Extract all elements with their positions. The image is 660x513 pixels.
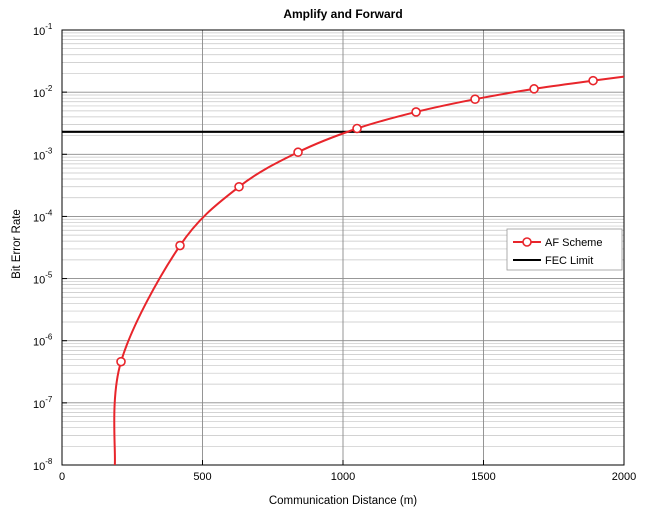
legend-marker-af-scheme — [522, 237, 532, 247]
grid — [61, 29, 625, 466]
x-tick-label: 0 — [59, 471, 65, 483]
y-tick-label: 10-8 — [33, 457, 53, 473]
af-scheme-line — [113, 75, 625, 466]
series-layer — [62, 75, 625, 466]
af-scheme-point — [175, 240, 185, 251]
y-tick-label: 10-2 — [33, 84, 53, 100]
chart-title: Amplify and Forward — [283, 7, 402, 21]
af-scheme-point — [116, 356, 126, 367]
af-scheme-point — [470, 94, 480, 104]
af-scheme-point — [352, 123, 362, 134]
x-tick-label: 1500 — [471, 471, 495, 483]
y-tick-label: 10-6 — [33, 333, 53, 349]
y-tick-label: 10-3 — [33, 146, 53, 162]
y-tick-label: 10-7 — [33, 395, 53, 411]
y-tick-label: 10-4 — [33, 208, 53, 224]
x-tick-label: 2000 — [612, 471, 636, 483]
legend-box — [506, 228, 623, 271]
y-tick-label: 10-5 — [33, 271, 53, 287]
af-scheme-point — [293, 147, 303, 158]
af-scheme-point — [234, 181, 244, 192]
x-tick-label: 1000 — [331, 471, 355, 483]
y-tick-label: 10-1 — [33, 22, 53, 38]
af-scheme-point — [411, 107, 421, 117]
legend-label-af-scheme: AF Scheme — [545, 237, 602, 249]
tick-labels: 0 500 1000 1500 2000 10-8 10-7 10-6 10-5 10-4 10-3… — [33, 22, 636, 483]
af-scheme-point — [588, 75, 598, 86]
x-axis-label: Communication Distance (m) — [269, 495, 417, 507]
y-axis-label: Bit Error Rate — [11, 209, 23, 279]
legend: AF Scheme FEC Limit — [506, 228, 623, 271]
x-tick-label: 500 — [193, 471, 211, 483]
legend-label-fec-limit: FEC Limit — [545, 255, 593, 267]
af-scheme-point — [529, 84, 539, 94]
